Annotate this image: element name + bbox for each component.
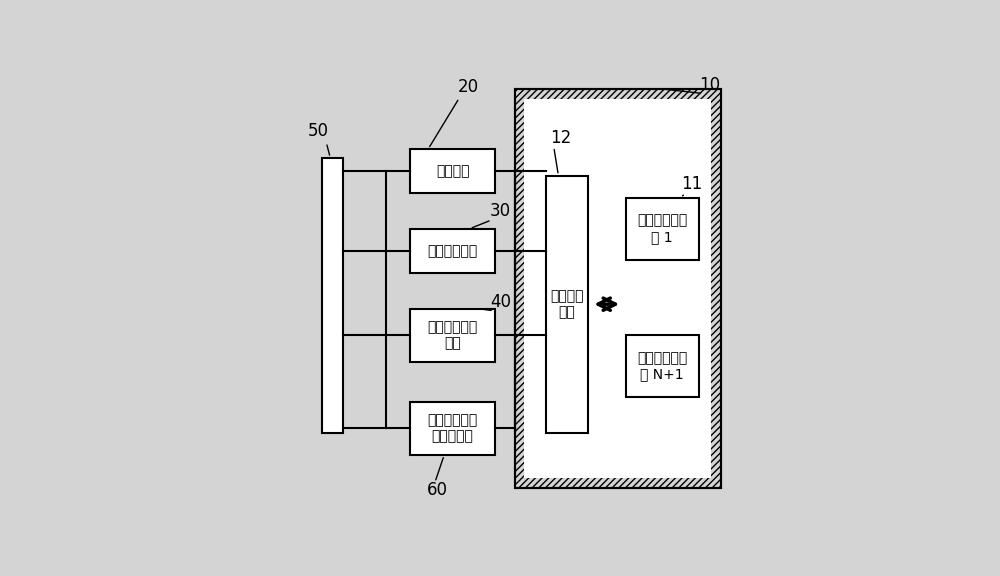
Bar [524, 99, 711, 479]
Text: 被老化的充电
椒 N+1: 被老化的充电 椒 N+1 [637, 351, 687, 381]
Bar [322, 158, 343, 433]
Bar [515, 89, 721, 488]
Bar [410, 149, 495, 194]
Text: 显示与输入输
出报警装置: 显示与输入输 出报警装置 [427, 413, 478, 444]
Text: 10: 10 [699, 75, 720, 94]
Text: 通讯装置: 通讯装置 [436, 164, 469, 178]
Text: 40: 40 [490, 293, 511, 311]
Text: 30: 30 [490, 202, 511, 220]
Text: 被老化的充电
椒 1: 被老化的充电 椒 1 [637, 214, 687, 244]
Text: 60: 60 [427, 482, 448, 499]
Text: 11: 11 [682, 176, 703, 194]
Bar [410, 229, 495, 273]
Bar [546, 176, 588, 433]
Text: 20: 20 [458, 78, 479, 96]
Text: 老化工装
夹具: 老化工装 夹具 [550, 289, 584, 319]
Bar [626, 335, 699, 397]
Bar [626, 198, 699, 260]
Text: 50: 50 [308, 122, 329, 140]
Text: 12: 12 [550, 129, 571, 147]
Bar [410, 402, 495, 455]
Text: 能源回馈负载
装置: 能源回馈负载 装置 [427, 320, 478, 350]
Bar [515, 89, 721, 488]
Bar [410, 309, 495, 362]
Text: 监控测量装置: 监控测量装置 [427, 244, 478, 258]
